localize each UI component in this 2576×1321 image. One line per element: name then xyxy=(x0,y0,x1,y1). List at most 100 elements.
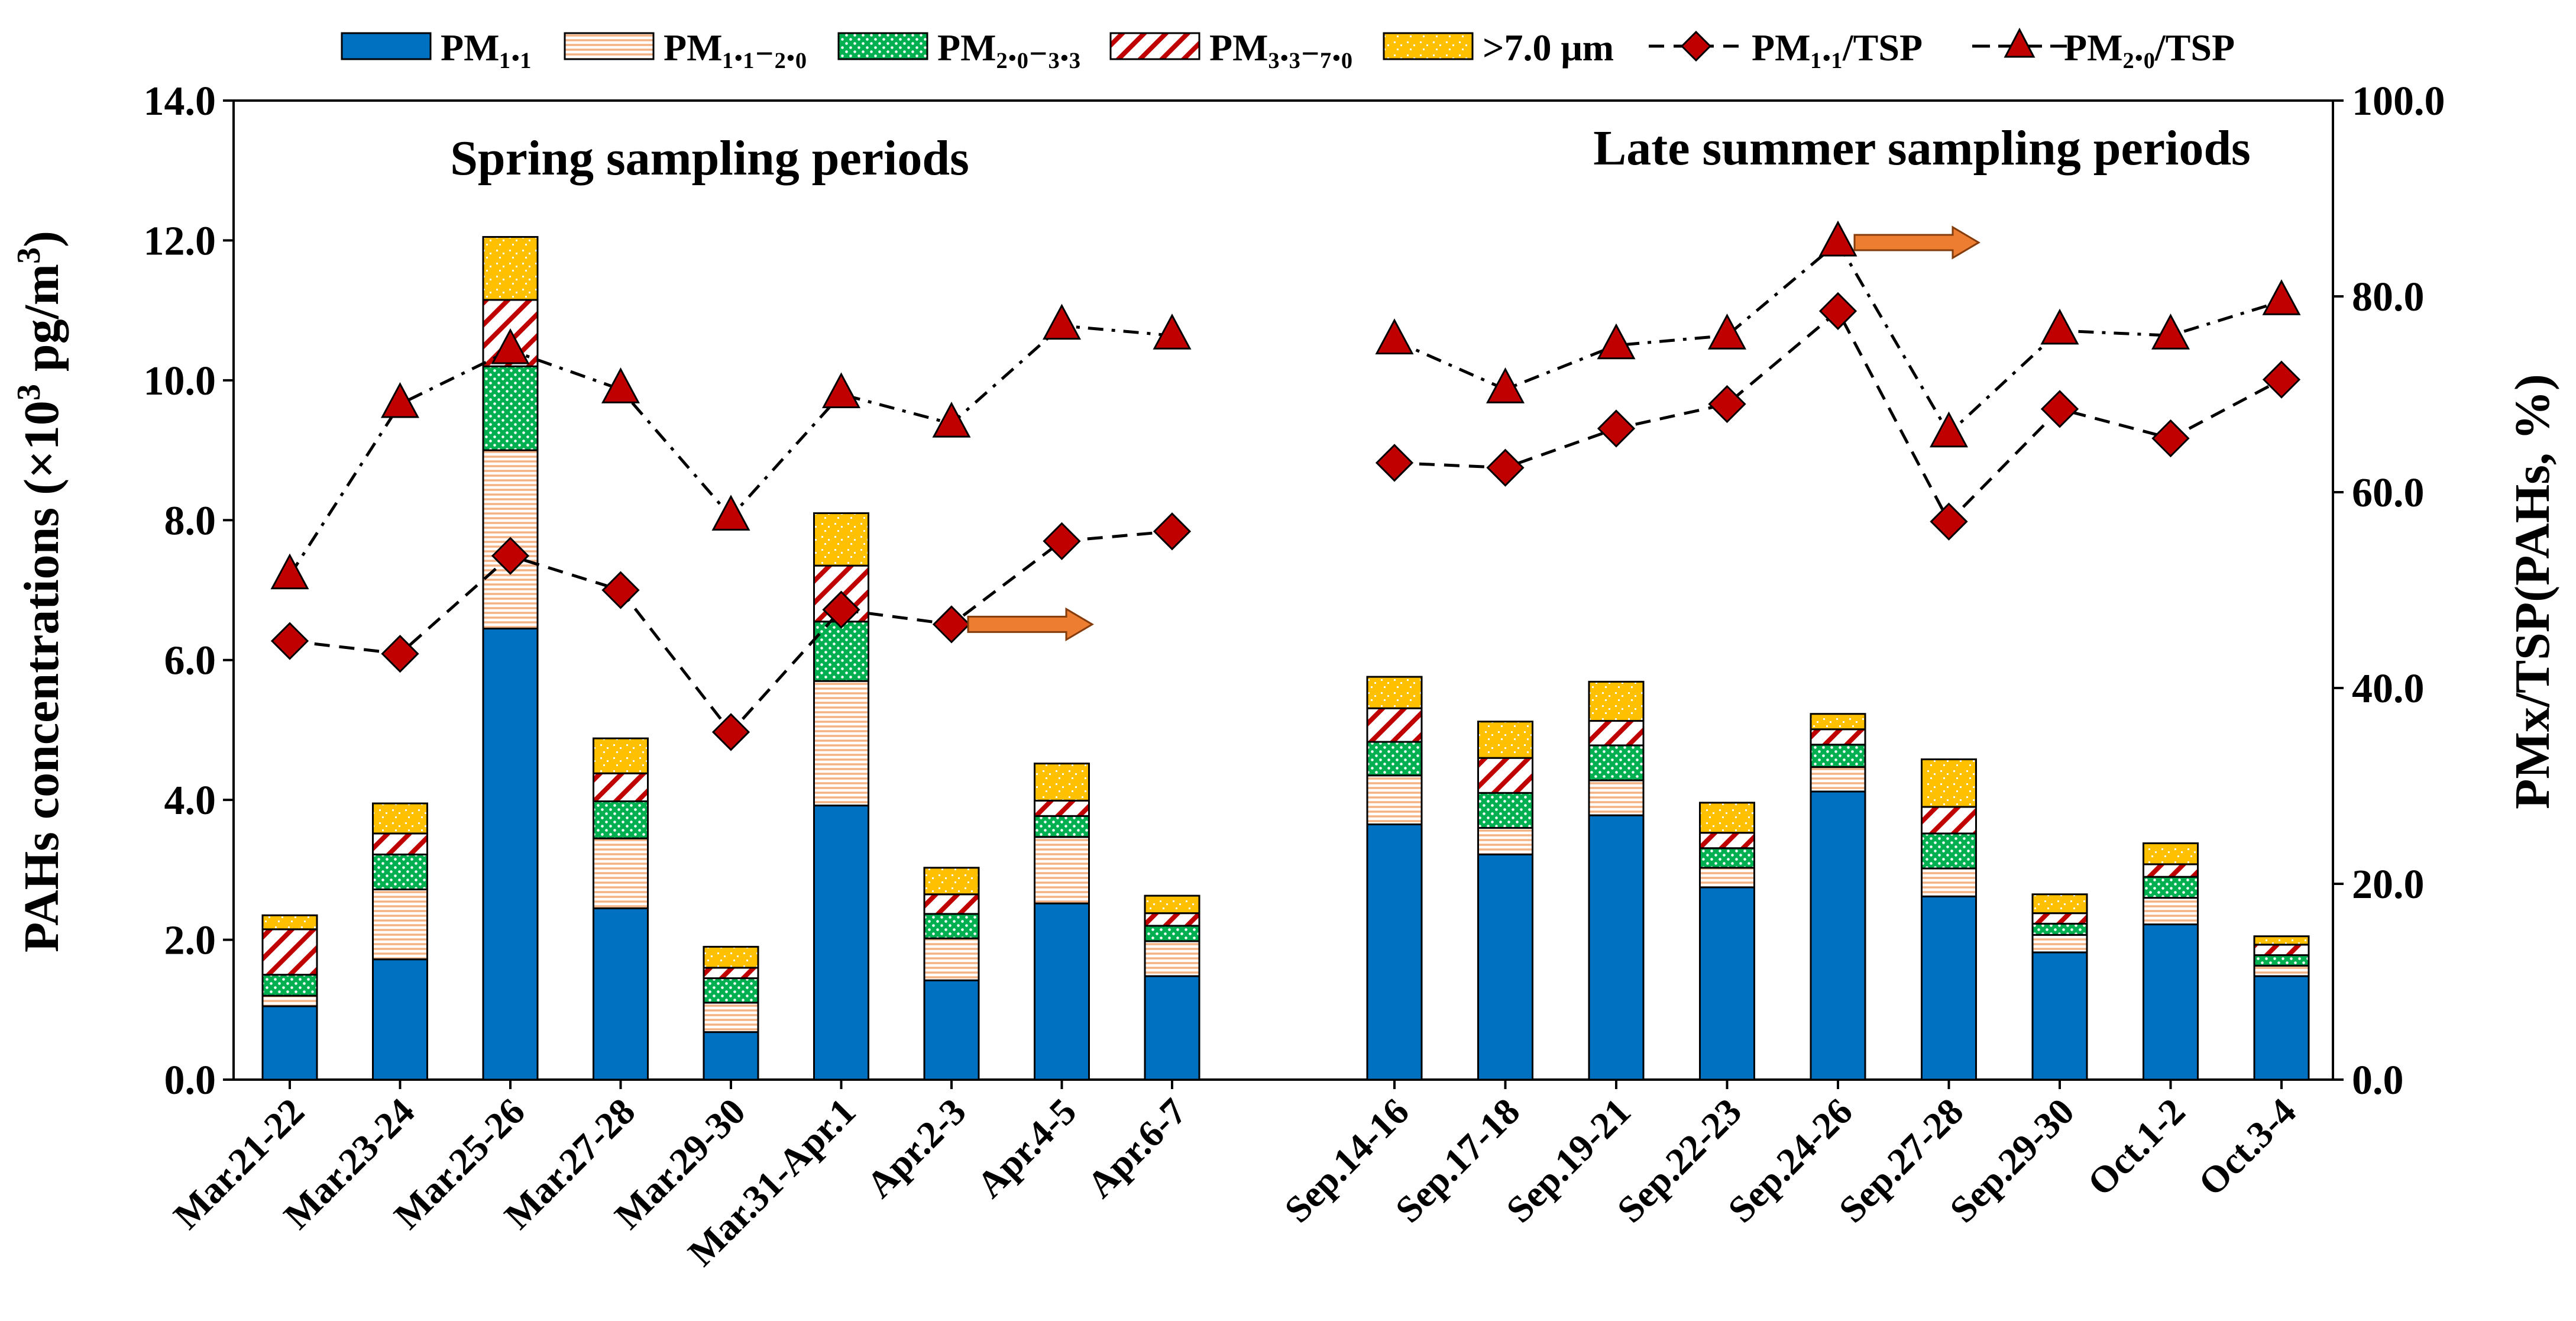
bar-segment xyxy=(593,800,649,839)
bar-segment xyxy=(1921,895,1977,1081)
bar-segment xyxy=(2143,842,2199,865)
legend-label: PM₂.₀₋₃.₃ xyxy=(937,27,1080,69)
y-tick-label-right: 80.0 xyxy=(2352,274,2425,320)
bar-segment xyxy=(1921,758,1977,808)
x-tick-label: Apr.2-3 xyxy=(858,1090,974,1206)
legend-label: PM₁.₁₋₂.₀ xyxy=(664,27,807,69)
bar-segment xyxy=(2031,922,2088,936)
bar-segment xyxy=(261,994,318,1007)
bar-segment xyxy=(2031,951,2088,1081)
bar-segment xyxy=(1699,847,1755,869)
bar-segment xyxy=(1588,814,1645,1081)
group-label-late-summer: Late summer sampling periods xyxy=(1593,121,2250,176)
y-axis-title-left: PAHs concentrations (×103 pg/m3) xyxy=(11,231,69,952)
bar-segment xyxy=(372,832,428,855)
triangle-marker xyxy=(270,553,309,590)
bar-segment xyxy=(1477,792,1533,829)
y-tick-label-left: 14.0 xyxy=(144,79,216,124)
bar-segment xyxy=(703,977,759,1004)
triangle-marker xyxy=(1042,303,1082,340)
diamond-marker xyxy=(2262,360,2301,399)
bar-segment xyxy=(1477,721,1533,759)
triangle-marker xyxy=(1375,318,1414,354)
diamond-marker xyxy=(932,605,971,644)
plot-area xyxy=(232,99,2334,1081)
bar-segment xyxy=(1699,802,1755,834)
bar-segment xyxy=(1921,806,1977,835)
bar-segment xyxy=(372,958,428,1081)
y-tick-label-left: 6.0 xyxy=(164,638,216,684)
bar-segment xyxy=(2031,893,2088,915)
group-label-spring: Spring sampling periods xyxy=(450,131,969,186)
bar-segment xyxy=(1810,713,1866,731)
x-tick-label: Apr.6-7 xyxy=(1079,1090,1195,1206)
bar-segment xyxy=(1144,940,1200,977)
bar-segment xyxy=(372,853,428,890)
triangle-marker xyxy=(1818,220,1857,257)
bar-segment xyxy=(1810,790,1866,1081)
y-tick-label-left: 8.0 xyxy=(164,498,216,544)
bar-segment xyxy=(482,365,539,451)
legend-swatch xyxy=(341,32,432,60)
diamond-marker xyxy=(1375,444,1414,482)
triangle-marker xyxy=(2151,314,2190,350)
bar-segment xyxy=(1921,867,1977,897)
legend-swatch xyxy=(837,32,928,60)
diamond-marker xyxy=(1486,448,1525,487)
bar-segment xyxy=(1477,826,1533,855)
y-tick-label-left: 12.0 xyxy=(144,218,216,264)
y-tick-label-right: 0.0 xyxy=(2352,1058,2404,1103)
diamond-marker xyxy=(1043,522,1081,560)
y-tick-label-left: 2.0 xyxy=(164,918,216,964)
diamond-marker xyxy=(1818,292,1857,330)
bar-segment xyxy=(261,928,318,976)
triangle-marker xyxy=(821,372,861,408)
bar-segment xyxy=(1699,867,1755,889)
bar-segment xyxy=(2031,934,2088,954)
bar-segment xyxy=(2253,964,2310,977)
bar-segment xyxy=(1144,925,1200,942)
bar-segment xyxy=(1810,766,1866,793)
bar-segment xyxy=(593,907,649,1081)
bar-segment xyxy=(703,967,759,980)
diamond-marker xyxy=(1597,409,1636,448)
bar-segment xyxy=(1034,763,1090,802)
triangle-marker xyxy=(932,401,971,438)
legend-swatch xyxy=(1383,32,1474,60)
diamond-marker xyxy=(822,590,860,629)
bar-segment xyxy=(1588,779,1645,816)
bar-segment xyxy=(703,945,759,969)
y-tick-label-right: 60.0 xyxy=(2352,470,2425,516)
bar-segment xyxy=(2253,954,2310,967)
triangle-marker xyxy=(380,382,420,418)
x-tick-label: Sep.29-30 xyxy=(1941,1090,2082,1231)
triangle-marker xyxy=(1597,323,1636,360)
bar-segment xyxy=(1144,912,1200,927)
series-line xyxy=(288,324,1173,577)
triangle-marker xyxy=(491,328,530,364)
y-axis-title-right: PMx/TSP(PAHs, %) xyxy=(2505,374,2560,809)
y-tick-label-right: 20.0 xyxy=(2352,862,2425,907)
bar-segment xyxy=(2253,975,2310,1081)
bar-segment xyxy=(923,867,980,896)
diamond-marker xyxy=(2151,419,2190,458)
bar-segment xyxy=(1366,707,1423,743)
bar-segment xyxy=(1699,832,1755,850)
bar-segment xyxy=(1144,894,1200,915)
right-arrow-icon xyxy=(1853,225,1980,260)
legend-label: PM₁.₁/TSP xyxy=(1752,27,1923,69)
bar-segment xyxy=(813,680,869,807)
bar-segment xyxy=(2143,876,2199,899)
bar-segment xyxy=(1588,680,1645,722)
bar-segment xyxy=(372,802,428,835)
triangle-marker xyxy=(1153,314,1192,350)
bar-segment xyxy=(2253,935,2310,946)
x-tick-label: Oct.1-2 xyxy=(2079,1090,2193,1204)
triangle-marker xyxy=(2040,308,2079,345)
bar-segment xyxy=(923,893,980,915)
bar-segment xyxy=(1034,815,1090,838)
bar-segment xyxy=(1810,728,1866,746)
bar-segment xyxy=(1034,902,1090,1081)
bar-segment xyxy=(1588,744,1645,781)
